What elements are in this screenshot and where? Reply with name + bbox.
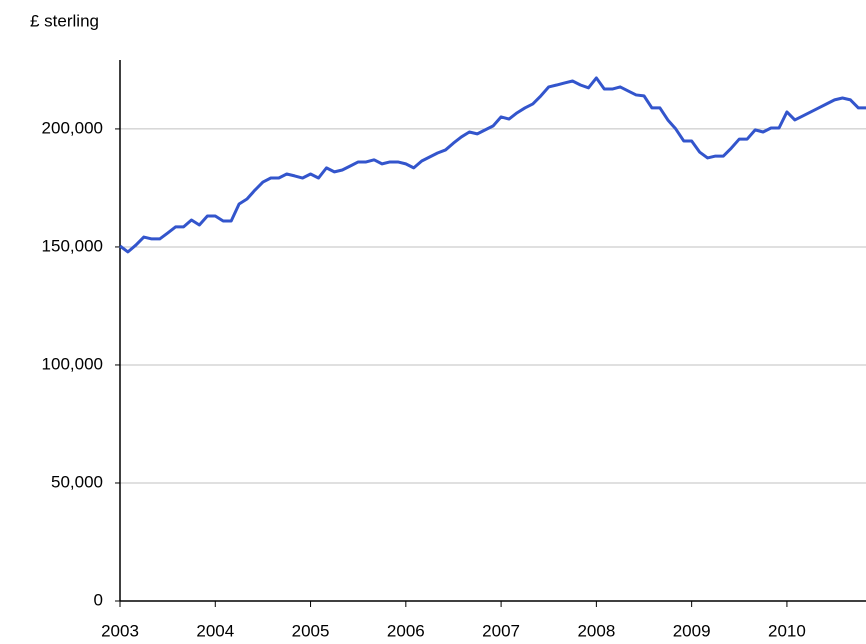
y-axis-label: £ sterling xyxy=(30,11,99,30)
data-line xyxy=(119,76,866,254)
x-tick-label: 2010 xyxy=(768,621,806,640)
x-tick-label: 2006 xyxy=(387,621,425,640)
y-tick-label: 200,000 xyxy=(42,118,103,137)
x-tick-label: 2005 xyxy=(292,621,330,640)
y-tick-label: 0 xyxy=(94,590,103,609)
x-tick-label: 2003 xyxy=(101,621,139,640)
x-tick-label: 2008 xyxy=(577,621,615,640)
y-tick-label: 100,000 xyxy=(42,354,103,373)
x-tick-label: 2007 xyxy=(482,621,520,640)
y-tick-label: 50,000 xyxy=(51,472,103,491)
y-tick-label: 150,000 xyxy=(42,236,103,255)
x-tick-label: 2004 xyxy=(196,621,234,640)
x-tick-label: 2009 xyxy=(673,621,711,640)
